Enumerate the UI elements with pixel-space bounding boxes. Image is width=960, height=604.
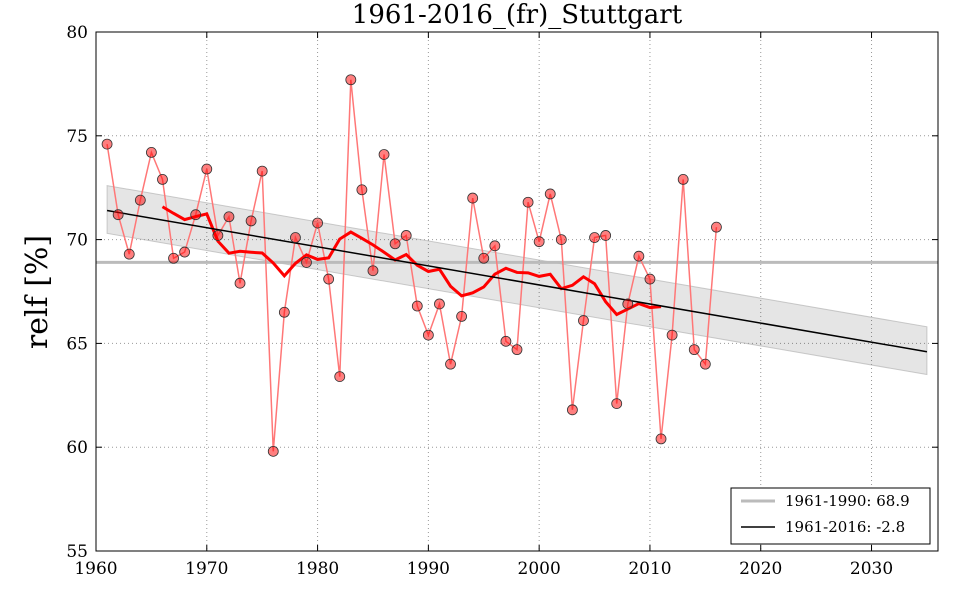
data-point xyxy=(168,252,179,264)
data-point xyxy=(201,163,213,175)
moving-average-line xyxy=(161,205,662,317)
ticks: 1960 1970 1980 1990 2000 2010 2020 2030 55 60 65 70… xyxy=(66,23,938,579)
y-tick-label: 60 xyxy=(66,438,88,458)
data-point xyxy=(334,371,346,383)
data-point xyxy=(190,209,202,221)
data-point xyxy=(134,194,146,206)
data-point xyxy=(633,250,645,262)
annual-values-line xyxy=(106,79,718,452)
plot-frame xyxy=(95,31,939,552)
data-point xyxy=(644,273,656,285)
data-point xyxy=(301,257,312,268)
data-point xyxy=(467,192,479,204)
data-point xyxy=(234,277,246,289)
data-point xyxy=(478,252,490,264)
data-point xyxy=(655,433,667,445)
data-point xyxy=(123,248,135,260)
x-tick-label: 2000 xyxy=(518,559,561,579)
x-tick-label: 2010 xyxy=(628,559,671,579)
x-tick-label: 2030 xyxy=(850,559,893,579)
data-point xyxy=(389,238,401,250)
x-tick-label: 2020 xyxy=(739,559,782,579)
data-point xyxy=(179,246,191,258)
y-tick-label: 80 xyxy=(66,23,88,43)
data-point xyxy=(544,188,556,200)
data-point xyxy=(400,230,412,241)
y-tick-label: 65 xyxy=(66,334,88,354)
data-point xyxy=(677,173,689,185)
y-tick-label: 55 xyxy=(66,542,88,562)
data-point xyxy=(456,311,468,322)
y-tick-label: 70 xyxy=(66,231,88,251)
data-point xyxy=(312,217,323,229)
data-point xyxy=(500,335,512,347)
data-point xyxy=(511,344,523,356)
data-point xyxy=(112,209,124,221)
data-point xyxy=(489,240,501,252)
y-tick-label: 75 xyxy=(66,127,88,147)
data-point xyxy=(145,147,157,158)
data-point xyxy=(600,230,612,241)
data-point xyxy=(212,230,224,241)
data-point xyxy=(522,196,534,208)
data-point xyxy=(578,315,589,326)
data-point xyxy=(611,398,623,410)
data-point xyxy=(378,149,390,160)
x-tick-label: 1970 xyxy=(185,559,228,579)
data-point xyxy=(223,211,235,223)
data-point xyxy=(533,236,545,248)
data-point xyxy=(256,165,268,177)
data-point xyxy=(411,300,423,312)
data-point xyxy=(367,265,379,277)
data-point xyxy=(345,74,357,86)
data-point xyxy=(711,221,722,233)
data-point xyxy=(666,329,678,341)
data-point xyxy=(566,404,578,416)
data-point xyxy=(589,232,600,243)
legend-trend-label: 1961-2016: -2.8 xyxy=(785,518,905,536)
trend-line xyxy=(106,209,928,353)
legend: 1961-1990: 68.9 1961-2016: -2.8 xyxy=(730,487,931,545)
x-tick-label: 1980 xyxy=(296,559,339,579)
data-point xyxy=(356,184,368,196)
data-point xyxy=(101,138,113,150)
chart-title: 1961-2016_(fr)_Stuttgart xyxy=(352,0,683,30)
y-axis-label: relf [%] xyxy=(20,235,55,349)
data-point xyxy=(555,234,567,246)
data-point xyxy=(699,358,711,370)
data-point xyxy=(622,298,634,310)
data-point xyxy=(290,232,301,243)
x-tick-label: 1990 xyxy=(407,559,450,579)
series xyxy=(96,74,938,457)
data-point xyxy=(245,215,257,227)
data-point xyxy=(422,329,434,341)
data-point xyxy=(278,306,290,318)
data-point xyxy=(323,273,335,285)
data-point xyxy=(267,445,279,457)
data-point xyxy=(445,358,456,370)
data-point xyxy=(157,173,168,185)
x-tick-label: 1960 xyxy=(74,559,117,579)
data-point xyxy=(434,298,445,310)
data-point xyxy=(688,344,700,356)
legend-mean-label: 1961-1990: 68.9 xyxy=(785,492,910,510)
